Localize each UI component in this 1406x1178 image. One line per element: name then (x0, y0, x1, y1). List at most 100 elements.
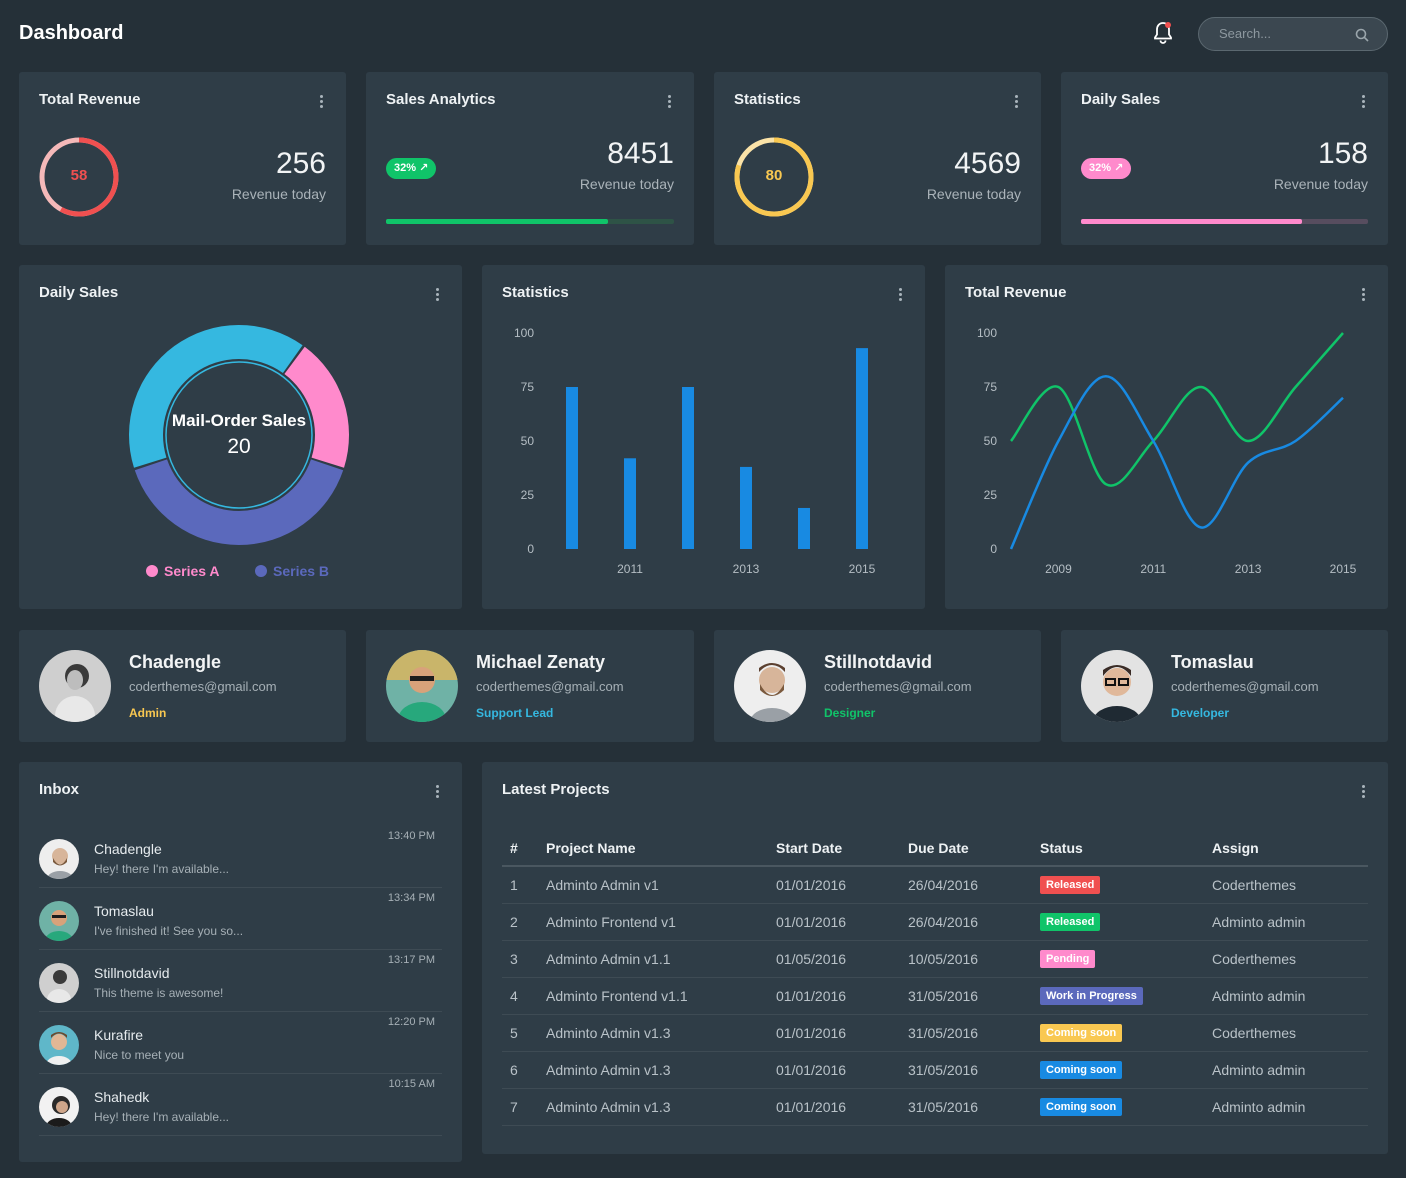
message-preview: I've finished it! See you so... (94, 924, 244, 938)
trending-up-icon: ↗ (1114, 162, 1124, 174)
profile-card-tomaslau[interactable]: Tomaslau coderthemes@gmail.com Developer (1061, 630, 1388, 742)
legend-dot (255, 565, 267, 577)
ring-value: 80 (765, 167, 783, 184)
message-time: 13:17 PM (387, 954, 435, 966)
assignee: Adminto admin (1204, 1051, 1368, 1089)
card-title: Total Revenue (965, 284, 1067, 301)
start-date: 01/01/2016 (768, 977, 900, 1015)
search-input[interactable] (1219, 26, 1349, 41)
daily-sales-donut-card: Daily Sales Mail-Order Sales 20 (19, 265, 462, 609)
table-row[interactable]: 3 Adminto Admin v1.1 01/05/2016 10/05/20… (502, 940, 1368, 978)
more-options-icon[interactable] (1362, 785, 1366, 799)
avatar (39, 1025, 79, 1065)
avatar (39, 650, 111, 722)
inbox-message[interactable]: Stillnotdavid This theme is awesome! 13:… (39, 950, 442, 1012)
series-line (1010, 332, 1344, 487)
status-badge: Released (1040, 876, 1101, 895)
y-tick-label: 25 (521, 488, 535, 502)
stat-card-total-revenue: Total Revenue 58 256 Revenue today (19, 72, 346, 245)
bar (740, 466, 752, 549)
table-header-row: # Project Name Start Date Due Date Statu… (502, 830, 1368, 867)
trending-up-icon: ↗ (419, 162, 429, 174)
y-tick-label: 50 (984, 434, 998, 448)
status-badge: Coming soon (1040, 1098, 1123, 1116)
message-sender: Shahedk (94, 1089, 150, 1105)
more-options-icon[interactable] (668, 95, 672, 109)
line-chart: 0 25 50 75 100 2009 2011 2013 2015 (977, 326, 1357, 576)
assignee: Coderthemes (1204, 940, 1368, 978)
column-header: Status (1032, 830, 1204, 867)
total-revenue-line-chart-card: Total Revenue 0 25 50 75 100 2009 2011 2013 2015 (945, 265, 1388, 609)
more-options-icon[interactable] (899, 288, 903, 302)
bar (856, 348, 868, 549)
notification-bell-icon[interactable] (1151, 20, 1175, 46)
project-name: Adminto Frontend v1 (538, 903, 768, 941)
avatar (386, 650, 458, 722)
stat-label: Revenue today (231, 186, 326, 202)
more-options-icon[interactable] (436, 785, 440, 799)
assignee: Adminto admin (1204, 903, 1368, 941)
x-tick-label: 2011 (1140, 562, 1166, 576)
profile-card-chadengle[interactable]: Chadengle coderthemes@gmail.com Admin (19, 630, 346, 742)
more-options-icon[interactable] (1362, 288, 1366, 302)
message-sender: Kurafire (94, 1027, 144, 1043)
message-time: 13:34 PM (387, 892, 435, 904)
inbox-message[interactable]: Kurafire Nice to meet you 12:20 PM (39, 1012, 442, 1074)
more-options-icon[interactable] (436, 288, 440, 302)
status-badge: Released (1040, 913, 1101, 931)
bar (566, 387, 578, 549)
projects-table: # Project Name Start Date Due Date Statu… (502, 830, 1368, 1126)
column-header: Project Name (538, 830, 768, 867)
due-date: 26/04/2016 (900, 866, 1032, 904)
start-date: 01/01/2016 (768, 866, 900, 904)
message-preview: Hey! there I'm available... (94, 862, 230, 876)
bar (798, 507, 810, 549)
project-name: Adminto Admin v1 (538, 866, 768, 904)
stat-value: 8451 (607, 137, 674, 170)
inbox-card: Inbox Chadengle Hey! there I'm available… (19, 762, 462, 1162)
profile-role: Admin (129, 706, 167, 720)
statistics-bar-chart-card: Statistics 0 25 50 75 100 2011 2013 2015 (482, 265, 925, 609)
table-row[interactable]: 6 Adminto Admin v1.3 01/01/2016 31/05/20… (502, 1051, 1368, 1089)
profile-email: coderthemes@gmail.com (129, 679, 277, 694)
table-row[interactable]: 5 Adminto Admin v1.3 01/01/2016 31/05/20… (502, 1014, 1368, 1052)
inbox-message[interactable]: Shahedk Hey! there I'm available... 10:1… (39, 1074, 442, 1136)
assignee: Adminto admin (1204, 1088, 1368, 1126)
y-tick-label: 75 (521, 380, 535, 394)
inbox-message[interactable]: Tomaslau I've finished it! See you so...… (39, 888, 442, 950)
more-options-icon[interactable] (1362, 95, 1366, 109)
search-box (1198, 17, 1388, 51)
y-tick-label: 100 (977, 326, 997, 340)
profile-card-stillnotdavid[interactable]: Stillnotdavid coderthemes@gmail.com Desi… (714, 630, 1041, 742)
more-options-icon[interactable] (320, 95, 324, 109)
due-date: 31/05/2016 (900, 1051, 1032, 1089)
status-badge: Work in Progress (1040, 987, 1143, 1005)
bar-chart: 0 25 50 75 100 2011 2013 2015 (514, 326, 876, 576)
donut-inner-ring (165, 361, 313, 509)
table-row[interactable]: 2 Adminto Frontend v1 01/01/2016 26/04/2… (502, 903, 1368, 941)
legend-item-series-a: Series A (146, 563, 220, 579)
row-number: 3 (502, 940, 538, 978)
due-date: 10/05/2016 (900, 940, 1032, 978)
x-tick-label: 2009 (1045, 562, 1072, 576)
profile-card-michael-zenaty[interactable]: Michael Zenaty coderthemes@gmail.com Sup… (366, 630, 694, 742)
card-title: Statistics (502, 284, 569, 301)
message-preview: Nice to meet you (94, 1048, 185, 1062)
latest-projects-card: Latest Projects # Project Name Start Dat… (482, 762, 1388, 1154)
inbox-message[interactable]: Chadengle Hey! there I'm available... 13… (39, 826, 442, 888)
search-icon[interactable] (1355, 28, 1369, 42)
avatar (39, 963, 79, 1003)
row-number: 7 (502, 1088, 538, 1126)
stat-value: 158 (1317, 137, 1368, 170)
profile-email: coderthemes@gmail.com (1171, 679, 1319, 694)
percent-badge-text: 32% (394, 162, 417, 174)
percent-badge: 32% ↗ (386, 158, 437, 179)
table-row[interactable]: 4 Adminto Frontend v1.1 01/01/2016 31/05… (502, 977, 1368, 1015)
more-options-icon[interactable] (1015, 95, 1019, 109)
card-title: Daily Sales (39, 284, 119, 301)
profile-role: Support Lead (476, 706, 554, 720)
status-cell: Coming soon (1032, 1088, 1204, 1126)
table-row[interactable]: 1 Adminto Admin v1 01/01/2016 26/04/2016… (502, 866, 1368, 904)
table-row[interactable]: 7 Adminto Admin v1.3 01/01/2016 31/05/20… (502, 1088, 1368, 1126)
assignee: Coderthemes (1204, 1014, 1368, 1052)
